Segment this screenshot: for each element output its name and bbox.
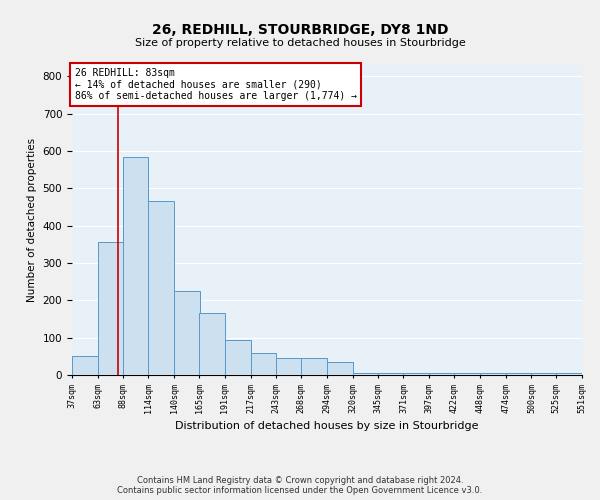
Bar [480,373,506,375]
Bar [506,373,532,375]
Bar [122,156,148,375]
Bar [225,340,251,375]
Bar [532,373,557,375]
Bar [148,202,174,375]
Bar [98,242,124,375]
Bar [277,358,302,375]
Bar [377,373,403,375]
Bar [556,373,582,375]
Bar [72,356,98,375]
Text: 26, REDHILL, STOURBRIDGE, DY8 1ND: 26, REDHILL, STOURBRIDGE, DY8 1ND [152,22,448,36]
Bar [327,362,353,375]
Bar [454,373,480,375]
Text: 26 REDHILL: 83sqm
← 14% of detached houses are smaller (290)
86% of semi-detache: 26 REDHILL: 83sqm ← 14% of detached hous… [74,68,356,102]
Bar [403,373,429,375]
Bar [199,314,225,375]
Bar [353,373,379,375]
X-axis label: Distribution of detached houses by size in Stourbridge: Distribution of detached houses by size … [175,421,479,431]
Y-axis label: Number of detached properties: Number of detached properties [27,138,37,302]
Bar [251,352,277,375]
Bar [429,373,455,375]
Text: Contains HM Land Registry data © Crown copyright and database right 2024.
Contai: Contains HM Land Registry data © Crown c… [118,476,482,495]
Text: Size of property relative to detached houses in Stourbridge: Size of property relative to detached ho… [134,38,466,48]
Bar [301,358,327,375]
Bar [174,291,200,375]
